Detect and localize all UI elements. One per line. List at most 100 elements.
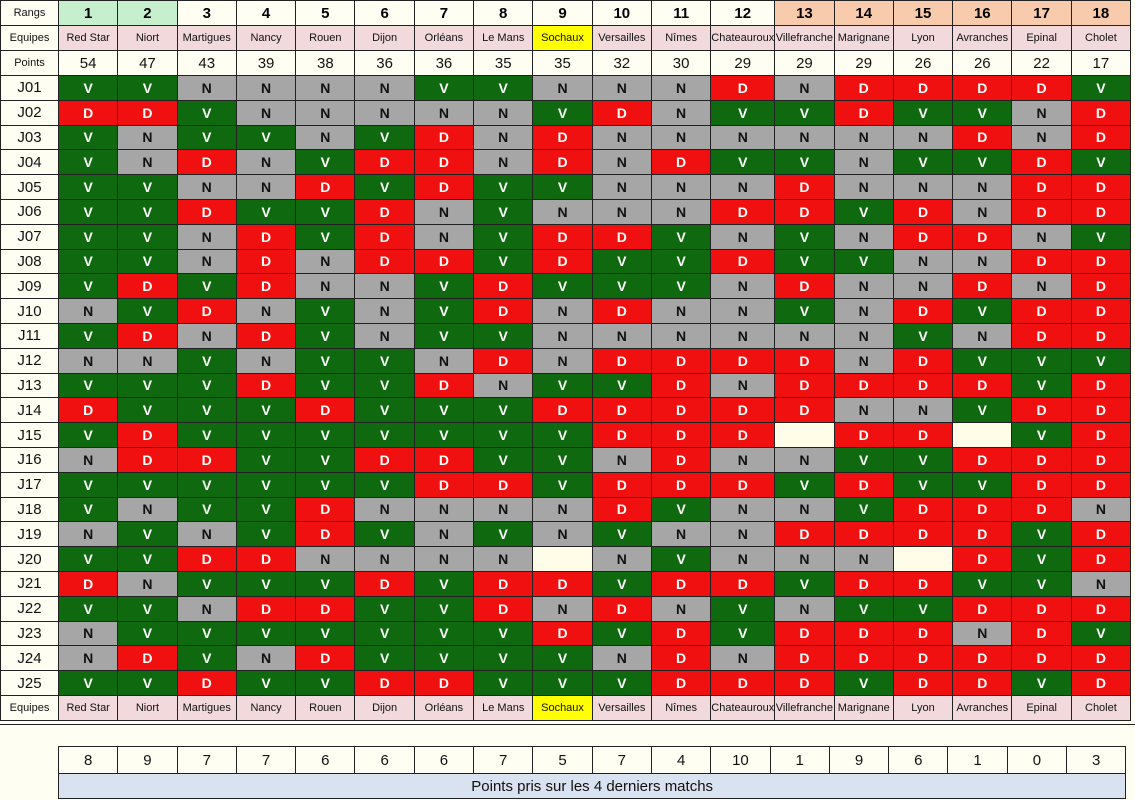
result-cell: D xyxy=(892,298,954,324)
team-name: Niort xyxy=(117,25,178,51)
result-cell: D xyxy=(532,124,593,151)
result-cell: N xyxy=(354,273,415,300)
result-cell: D xyxy=(952,546,1013,572)
result-cell: V xyxy=(295,223,356,250)
points-cell: 17 xyxy=(1070,50,1132,76)
round-label: J18 xyxy=(0,496,59,523)
result-cell: N xyxy=(710,446,776,473)
result-cell: V xyxy=(354,397,415,424)
result-cell: N xyxy=(413,223,475,250)
team-name: Le Mans xyxy=(473,694,534,721)
result-cell: N xyxy=(57,620,119,647)
result-cell: D xyxy=(235,546,297,572)
result-cell: V xyxy=(176,347,237,374)
result-cell: N xyxy=(710,645,776,672)
last4-points-cell: 6 xyxy=(888,746,949,774)
result-cell: V xyxy=(892,322,954,349)
result-cell: N xyxy=(833,124,894,151)
result-cell: D xyxy=(650,347,712,374)
result-cell: D xyxy=(1011,75,1072,101)
result-cell: D xyxy=(473,347,534,374)
result-cell: D xyxy=(591,99,652,126)
result-cell: D xyxy=(413,174,475,200)
result-cell: V xyxy=(1070,223,1132,250)
result-cell: D xyxy=(295,496,356,523)
result-cell: D xyxy=(1070,372,1132,399)
round-row: J21 D N V V V D V D D V D D V D D V V N xyxy=(0,570,1132,597)
result-cell: V xyxy=(117,198,178,225)
result-cell: D xyxy=(532,570,593,597)
round-row: J19 N V N V D V N V N V N N D D D D V D xyxy=(0,521,1132,548)
result-cell: V xyxy=(774,223,835,250)
result-cell: V xyxy=(295,322,356,349)
team-name: Versailles xyxy=(591,25,652,51)
result-cell: V xyxy=(176,99,237,126)
result-cell: V xyxy=(354,471,415,498)
last4-points-cell: 7 xyxy=(591,746,652,774)
result-cell: V xyxy=(295,149,356,176)
result-cell: D xyxy=(117,422,178,448)
team-row-label: Equipes xyxy=(0,25,59,51)
team-name: Martigues xyxy=(176,25,237,51)
team-name: Sochaux xyxy=(532,25,593,51)
result-cell: N xyxy=(413,546,475,572)
result-cell: D xyxy=(833,99,894,126)
result-cell: D xyxy=(650,446,712,473)
result-cell: D xyxy=(413,124,475,151)
result-cell: D xyxy=(833,422,894,448)
result-cell: N xyxy=(57,645,119,672)
result-cell: V xyxy=(295,570,356,597)
result-cell: D xyxy=(1070,273,1132,300)
result-cell: D xyxy=(591,397,652,424)
team-row: Equipes Red Star Niort Martigues Nancy Rouen D… xyxy=(0,25,1132,51)
result-cell: D xyxy=(710,347,776,374)
points-cell: 54 xyxy=(57,50,119,76)
points-cell: 29 xyxy=(833,50,894,76)
result-cell: V xyxy=(833,248,894,275)
result-cell: N xyxy=(650,322,712,349)
result-cell: V xyxy=(235,446,297,473)
result-cell: V xyxy=(57,174,119,200)
round-row: J13 V V V D V V D N V V D N D D D D V D xyxy=(0,372,1132,399)
result-cell: N xyxy=(1070,496,1132,523)
result-cell: V xyxy=(952,397,1013,424)
result-cell: V xyxy=(295,198,356,225)
result-cell: V xyxy=(57,75,119,101)
team-name: Marignane xyxy=(833,694,894,721)
result-cell: D xyxy=(1070,124,1132,151)
result-cell: D xyxy=(710,75,776,101)
result-cell: N xyxy=(774,124,835,151)
result-cell: N xyxy=(591,322,652,349)
result-cell: V xyxy=(354,124,415,151)
result-cell: D xyxy=(833,645,894,672)
last4-points-cell: 9 xyxy=(117,746,178,774)
result-cell: N xyxy=(710,174,776,200)
result-cell: D xyxy=(774,198,835,225)
result-cell: N xyxy=(176,75,237,101)
result-cell: D xyxy=(532,620,593,647)
rank-cell: 15 xyxy=(892,0,954,26)
rank-row-label: Rangs xyxy=(0,0,59,26)
round-row: J12 N N V N V V N D N D D D D N D V V V xyxy=(0,347,1132,374)
result-cell: V xyxy=(473,198,534,225)
rank-cell: 1 xyxy=(57,0,119,26)
result-cell: V xyxy=(833,670,894,696)
round-row: J25 V V D V V D D V V V D D D V D D V D xyxy=(0,670,1132,696)
empty-result-cell xyxy=(774,422,835,448)
points-cell: 43 xyxy=(176,50,237,76)
result-cell: V xyxy=(117,670,178,696)
result-cell: V xyxy=(57,422,119,448)
result-cell: V xyxy=(473,645,534,672)
result-cell: V xyxy=(413,397,475,424)
round-row: J07 V V N D V D N V D D V N V N D D N V xyxy=(0,223,1132,250)
last4-points-cell: 8 xyxy=(57,746,119,774)
round-row: J10 N V D N V N V D N D N N V N D V D D xyxy=(0,298,1132,324)
empty-result-cell xyxy=(532,546,593,572)
last4-points-cell: 1 xyxy=(769,746,830,774)
result-cell: D xyxy=(892,422,954,448)
round-row: J23 N V V V V V V V D V D V D D D N D V xyxy=(0,620,1132,647)
result-cell: D xyxy=(650,620,712,647)
result-cell: N xyxy=(235,645,297,672)
result-cell: V xyxy=(295,298,356,324)
result-cell: V xyxy=(57,372,119,399)
